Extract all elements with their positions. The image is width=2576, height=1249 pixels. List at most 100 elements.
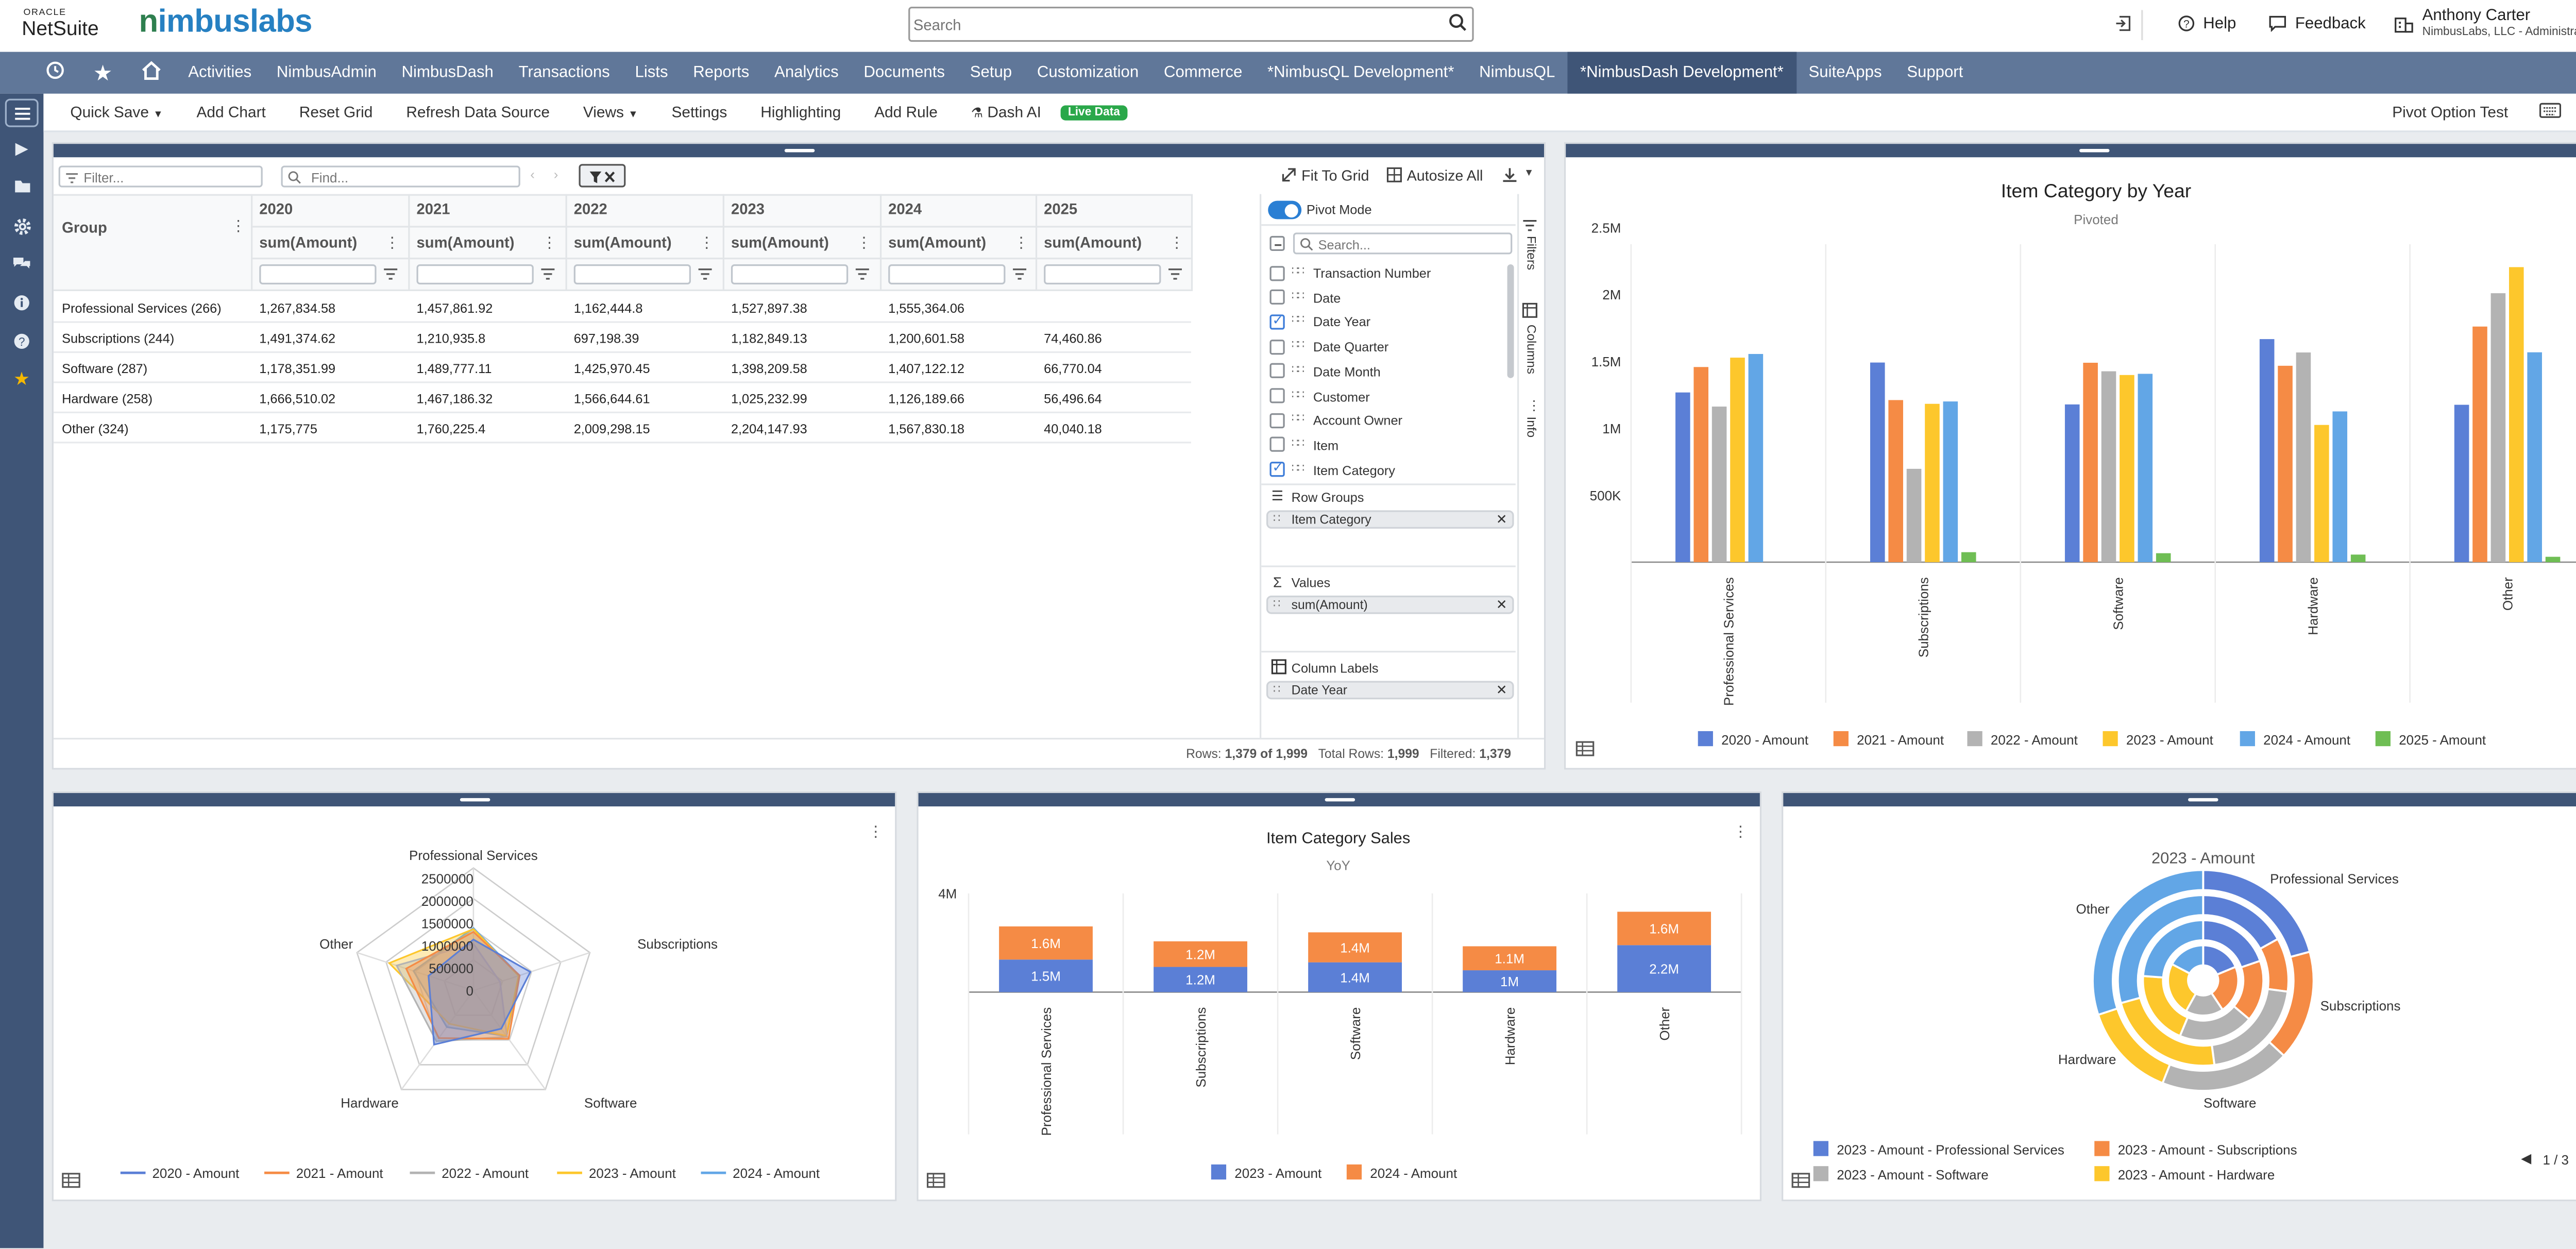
nav-documents[interactable]: Documents [863,63,945,82]
favorites-star-icon[interactable]: ★ [93,59,113,85]
filter-funnel-icon[interactable] [1522,219,1537,235]
table-row[interactable] [53,323,1191,353]
panel-drag-handle[interactable] [918,793,1760,807]
column-menu-icon[interactable]: ⋮ [856,234,872,251]
measure-column-header[interactable]: sum(Amount) [731,234,829,251]
add-rule-button[interactable]: Add Rule [874,104,938,121]
panel-drag-handle[interactable] [53,144,1544,158]
columns-tab[interactable]: Columns [1524,324,1539,375]
add-chart-button[interactable]: Add Chart [196,104,266,121]
filters-tab[interactable]: Filters [1524,235,1539,271]
field-checkbox[interactable] [1269,363,1285,379]
nav-suiteapps[interactable]: SuiteApps [1808,63,1882,82]
nav-setup[interactable]: Setup [970,63,1012,82]
info-kebab-icon[interactable]: ⋮ [1527,398,1541,414]
recent-records-icon[interactable] [2114,13,2134,37]
year-column-header[interactable]: 2022 [573,200,607,218]
column-filter-input[interactable] [573,264,691,284]
nav-reports[interactable]: Reports [693,63,750,82]
measure-column-header[interactable]: sum(Amount) [259,234,358,251]
drag-handle-icon[interactable]: ∷∷ [1291,438,1305,450]
menu-toggle-button[interactable] [5,98,39,127]
highlighting-button[interactable]: Highlighting [760,104,841,121]
user-name[interactable]: Anthony Carter [2422,6,2531,25]
nav-customization[interactable]: Customization [1037,63,1139,82]
drag-handle-icon[interactable]: ∷∷ [1291,463,1305,475]
column-menu-icon[interactable]: ⋮ [699,234,715,251]
nav-support[interactable]: Support [1907,63,1963,82]
fit-to-grid-button[interactable]: Fit To Grid [1301,167,1369,184]
filter-funnel-icon[interactable] [1012,268,1027,284]
folder-icon[interactable] [0,179,43,199]
column-menu-icon[interactable]: ⋮ [1169,234,1184,251]
clear-filters-button[interactable] [579,164,626,188]
filter-box[interactable] [58,165,263,188]
play-icon[interactable]: ▶ [15,140,28,159]
find-next-icon[interactable]: › [553,167,558,182]
chart-menu-icon[interactable]: ⋮ [868,823,884,840]
filter-funnel-icon[interactable] [540,268,555,284]
nav-commerce[interactable]: Commerce [1163,63,1243,82]
live-data-badge[interactable]: Live Data [1061,104,1127,120]
refresh-data-source-button[interactable]: Refresh Data Source [406,104,550,121]
column-menu-icon[interactable]: ⋮ [1013,234,1029,251]
user-role[interactable]: NimbusLabs, LLC - Administrator [2422,26,2576,39]
column-filter-input[interactable] [416,264,534,284]
autosize-all-button[interactable]: Autosize All [1406,167,1483,184]
column-filter-input[interactable] [259,264,377,284]
download-icon[interactable] [1502,167,1517,186]
drag-handle-icon[interactable]: ∷∷ [1291,315,1305,327]
year-column-header[interactable]: 2023 [731,200,765,218]
caret-down-icon[interactable]: ▼ [1524,168,1534,179]
feedback-icon[interactable] [2268,15,2287,35]
drag-handle-icon[interactable]: ∷∷ [1291,364,1305,376]
pivot-mode-toggle[interactable] [1268,200,1302,220]
info-tab[interactable]: Info [1524,416,1539,438]
field-checkbox[interactable] [1269,388,1285,403]
filter-funnel-icon[interactable] [383,268,398,284]
group-column-header[interactable]: Group [62,219,107,236]
fit-to-grid-icon[interactable] [1281,167,1296,186]
global-search-box[interactable] [908,6,1474,42]
reset-grid-button[interactable]: Reset Grid [299,104,373,121]
measure-column-header[interactable]: sum(Amount) [573,234,672,251]
filter-funnel-icon[interactable] [1167,268,1182,284]
find-previous-icon[interactable]: ‹ [530,167,535,182]
field-checkbox[interactable] [1269,437,1285,452]
nav-analytics[interactable]: Analytics [774,63,839,82]
help-icon[interactable]: ? [2178,15,2195,35]
settings-button[interactable]: Settings [671,104,727,121]
pivot-option-test-label[interactable]: Pivot Option Test [2392,104,2509,121]
field-list-scrollbar[interactable] [1507,264,1514,378]
role-switch-icon[interactable] [2394,13,2414,37]
field-checkbox[interactable] [1269,313,1285,330]
field-checkbox[interactable] [1269,265,1285,280]
chart-menu-icon[interactable]: ⋮ [1733,823,1749,840]
field-checkbox[interactable] [1269,290,1285,305]
autosize-icon[interactable] [1386,167,1402,186]
filter-funnel-icon[interactable] [698,268,713,284]
measure-column-header[interactable]: sum(Amount) [1044,234,1142,251]
table-row[interactable] [53,353,1191,383]
table-view-icon[interactable] [926,1173,945,1191]
column-search-box[interactable] [1293,232,1513,255]
favorite-star-icon[interactable]: ★ [13,369,30,390]
legend-prev-icon[interactable]: ◀ [2521,1151,2532,1167]
table-row[interactable] [53,293,1191,323]
grid-filter-input[interactable] [83,168,251,186]
nav-activities[interactable]: Activities [188,63,252,82]
recent-icon[interactable] [30,60,78,86]
column-search-input[interactable] [1318,235,1502,253]
chat-icon[interactable] [0,256,43,278]
drag-handle-icon[interactable]: ∷∷ [1291,266,1305,278]
column-filter-input[interactable] [731,264,849,284]
column-label-chip[interactable]: ∷ Date Year ✕ [1266,681,1514,700]
drag-handle-icon[interactable]: ∷∷ [1291,389,1305,401]
values-chip[interactable]: ∷ sum(Amount) ✕ [1266,595,1514,614]
year-column-header[interactable]: 2025 [1044,200,1078,218]
nav-nimbusdash[interactable]: NimbusDash [401,63,494,82]
global-search-input[interactable] [913,11,1432,37]
views-dropdown[interactable]: Views ▼ [583,104,638,121]
dash-ai-button[interactable]: ⚗ Dash AI [971,104,1041,121]
table-view-icon[interactable] [62,1173,80,1191]
